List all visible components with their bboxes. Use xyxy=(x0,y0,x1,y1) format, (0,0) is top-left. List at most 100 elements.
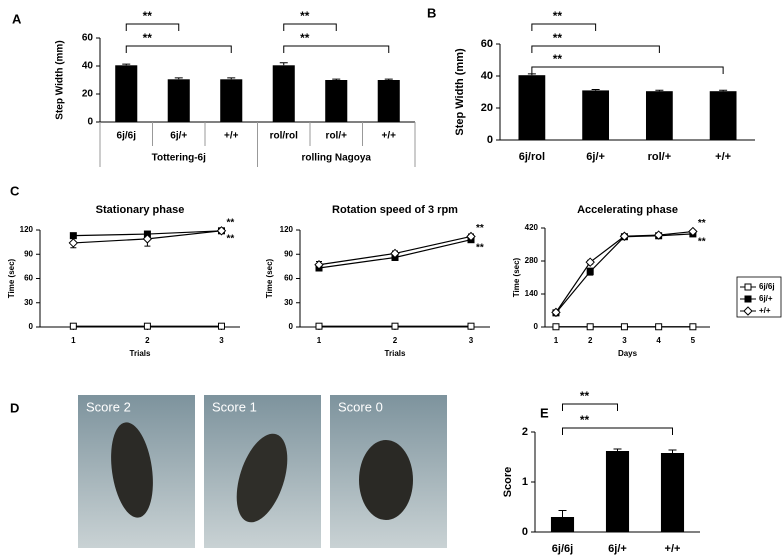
x-tick-label: 6j/+ xyxy=(608,543,627,555)
marker xyxy=(586,323,594,331)
significance-bracket xyxy=(562,403,618,411)
x-tick-label: rol/rol xyxy=(270,131,299,142)
significance-bracket xyxy=(283,23,337,31)
error-bar xyxy=(719,89,728,92)
x-tick-label: rol/+ xyxy=(326,131,348,142)
y-tick-label: 30 xyxy=(24,298,33,307)
marker xyxy=(586,268,594,276)
y-tick-label: 0 xyxy=(29,322,34,331)
x-axis-label: Days xyxy=(618,349,638,358)
bar xyxy=(325,80,348,122)
x-tick-label: 5 xyxy=(691,336,696,345)
x-axis-label: Trials xyxy=(385,349,406,358)
marker xyxy=(653,230,664,240)
mouse xyxy=(359,440,413,520)
error-bar xyxy=(384,78,393,80)
error-bar xyxy=(122,63,131,66)
marker xyxy=(143,322,151,330)
error-bar xyxy=(527,73,536,76)
error-bar xyxy=(332,78,341,80)
marker xyxy=(655,323,663,331)
x-tick-label: 2 xyxy=(588,336,593,345)
photo-panel: D Score 2 Score 1 Score 0 xyxy=(10,395,447,548)
x-tick-label: 1 xyxy=(554,336,559,345)
marker xyxy=(688,226,698,237)
x-tick-label: +/+ xyxy=(224,131,239,142)
y-axis-label: Score xyxy=(502,467,514,498)
significance-bracket xyxy=(531,45,660,53)
significance-label: ** xyxy=(698,237,706,248)
x-tick-label: 6j/+ xyxy=(586,151,605,163)
y-tick-label: 2 xyxy=(522,426,528,438)
y-axis-label: Step Width (mm) xyxy=(454,48,466,136)
bar xyxy=(115,65,138,122)
mouse xyxy=(236,433,288,523)
y-tick-label: 20 xyxy=(481,102,493,114)
significance-bracket xyxy=(531,66,724,74)
significance-label: ** xyxy=(580,413,590,427)
error-bar xyxy=(279,62,288,66)
significance-label: ** xyxy=(300,31,310,45)
y-tick-label: 40 xyxy=(82,61,94,72)
error-bar xyxy=(174,77,183,80)
significance-bracket xyxy=(562,427,673,435)
bar xyxy=(167,79,190,122)
bar xyxy=(518,75,546,140)
significance-label: ** xyxy=(698,218,706,229)
y-tick-label: 90 xyxy=(24,249,33,258)
significance-label: ** xyxy=(553,9,563,23)
bar xyxy=(645,91,673,140)
legend-label: +/+ xyxy=(759,306,771,315)
error-bar xyxy=(655,89,664,92)
x-tick-label: 2 xyxy=(393,336,398,345)
mouse xyxy=(111,422,153,518)
y-tick-label: 60 xyxy=(82,33,94,44)
y-tick-label: 40 xyxy=(481,70,493,82)
marker xyxy=(216,226,227,236)
y-tick-label: 1 xyxy=(522,476,528,488)
bar xyxy=(220,79,243,122)
panel-letter: D xyxy=(10,400,19,415)
significance-label: ** xyxy=(143,31,153,45)
x-tick-label: +/+ xyxy=(715,151,731,163)
photo-label: Score 1 xyxy=(212,399,257,414)
group-label: Tottering-6j xyxy=(152,153,206,164)
x-tick-label: +/+ xyxy=(665,543,681,555)
legend-label: 6j/6j xyxy=(759,282,775,291)
error-bar xyxy=(668,449,677,453)
y-tick-label: 60 xyxy=(481,38,493,50)
marker xyxy=(552,323,560,331)
x-tick-label: 4 xyxy=(656,336,661,345)
photo-label: Score 0 xyxy=(338,399,383,414)
x-tick-label: rol/+ xyxy=(648,151,672,163)
error-bar xyxy=(591,88,600,91)
significance-bracket xyxy=(125,23,180,31)
y-tick-label: 0 xyxy=(289,322,294,331)
marker xyxy=(466,231,476,242)
significance-label: ** xyxy=(476,223,484,234)
marker xyxy=(620,323,628,331)
marker xyxy=(743,306,753,316)
significance-label: ** xyxy=(553,52,563,66)
panel-letter: B xyxy=(427,5,436,20)
significance-label: ** xyxy=(143,9,153,23)
bar xyxy=(377,80,400,122)
group-label: rolling Nagoya xyxy=(302,153,372,164)
bar xyxy=(582,90,610,140)
bar xyxy=(605,451,630,532)
y-tick-label: 140 xyxy=(525,289,539,298)
error-bar xyxy=(227,77,236,80)
line xyxy=(555,233,693,314)
y-tick-label: 420 xyxy=(525,223,539,232)
bar xyxy=(272,65,295,122)
marker xyxy=(619,231,630,241)
bar xyxy=(660,453,685,532)
marker xyxy=(68,238,79,248)
x-tick-label: 3 xyxy=(469,336,474,345)
y-tick-label: 20 xyxy=(82,89,94,100)
y-tick-label: 280 xyxy=(525,256,539,265)
y-axis-label: Time (sec) xyxy=(512,257,521,297)
marker xyxy=(744,283,752,291)
x-tick-label: 3 xyxy=(622,336,627,345)
